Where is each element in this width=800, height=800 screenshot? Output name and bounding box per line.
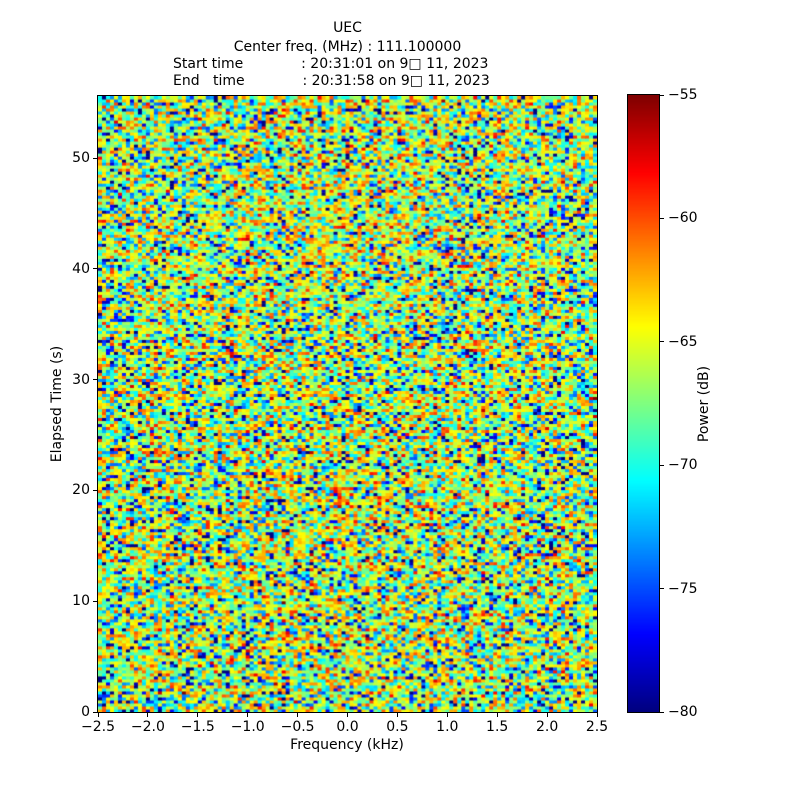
x-tick-label: 1.5 bbox=[486, 719, 509, 735]
x-tick-mark bbox=[446, 713, 448, 717]
colorbar-tick-mark bbox=[660, 217, 664, 219]
colorbar-tick-mark bbox=[660, 588, 664, 590]
header-start-time: Start time : 20:31:01 on 9□ 11, 2023 bbox=[173, 56, 489, 72]
colorbar-tick-mark bbox=[660, 341, 664, 343]
colorbar-tick-label: −65 bbox=[668, 333, 698, 350]
y-tick-label: 50 bbox=[72, 150, 90, 167]
colorbar-tick-label: −70 bbox=[668, 457, 698, 474]
header-end-time: End time : 20:31:58 on 9□ 11, 2023 bbox=[173, 73, 490, 89]
plot-title: UEC bbox=[333, 20, 362, 36]
y-tick-mark bbox=[93, 489, 97, 491]
x-tick-mark bbox=[197, 713, 199, 717]
colorbar-tick-label: −60 bbox=[668, 210, 698, 227]
y-tick-mark bbox=[93, 600, 97, 602]
x-tick-label: −2.5 bbox=[81, 719, 115, 735]
x-tick-label: −0.5 bbox=[280, 719, 315, 735]
x-tick-label: 2.0 bbox=[535, 719, 559, 735]
colorbar-tick-label: −75 bbox=[668, 580, 698, 597]
colorbar-gradient bbox=[628, 95, 659, 712]
y-tick-mark bbox=[93, 157, 97, 159]
colorbar-tick-mark bbox=[660, 94, 664, 96]
colorbar-tick-label: −55 bbox=[668, 87, 698, 103]
x-tick-label: −1.0 bbox=[230, 719, 265, 735]
x-tick-label: −1.5 bbox=[180, 719, 215, 735]
spectrogram-plot-area bbox=[97, 95, 598, 713]
x-tick-label: 0.0 bbox=[336, 719, 359, 735]
x-tick-mark bbox=[596, 713, 598, 717]
colorbar-tick-mark bbox=[660, 711, 664, 713]
y-tick-label: 0 bbox=[81, 704, 90, 720]
x-tick-mark bbox=[546, 713, 548, 717]
x-tick-mark bbox=[396, 713, 398, 717]
y-tick-label: 20 bbox=[72, 482, 90, 499]
x-tick-mark bbox=[347, 713, 348, 717]
colorbar-tick-label: −80 bbox=[668, 704, 698, 720]
x-tick-mark bbox=[147, 713, 149, 717]
colorbar bbox=[627, 94, 660, 713]
y-axis-label: Elapsed Time (s) bbox=[49, 345, 65, 463]
x-tick-label: −2.0 bbox=[130, 719, 165, 735]
x-tick-label: 1.0 bbox=[436, 719, 459, 735]
x-tick-label: 2.5 bbox=[585, 719, 609, 735]
x-tick-mark bbox=[496, 713, 498, 717]
y-tick-mark bbox=[93, 711, 97, 713]
y-tick-mark bbox=[93, 268, 97, 270]
y-tick-mark bbox=[93, 379, 97, 381]
colorbar-label: Power (dB) bbox=[696, 365, 712, 443]
x-tick-mark bbox=[97, 713, 99, 717]
y-tick-label: 30 bbox=[72, 371, 90, 388]
x-tick-mark bbox=[247, 713, 249, 717]
y-tick-label: 10 bbox=[72, 593, 90, 610]
spectrogram-image bbox=[98, 96, 597, 712]
x-axis-label: Frequency (kHz) bbox=[290, 737, 404, 753]
header-center-freq: Center freq. (MHz) : 111.100000 bbox=[233, 39, 462, 55]
colorbar-tick-mark bbox=[660, 464, 664, 466]
y-tick-label: 40 bbox=[72, 260, 90, 277]
x-tick-label: 0.5 bbox=[386, 719, 409, 735]
x-tick-mark bbox=[297, 713, 299, 717]
